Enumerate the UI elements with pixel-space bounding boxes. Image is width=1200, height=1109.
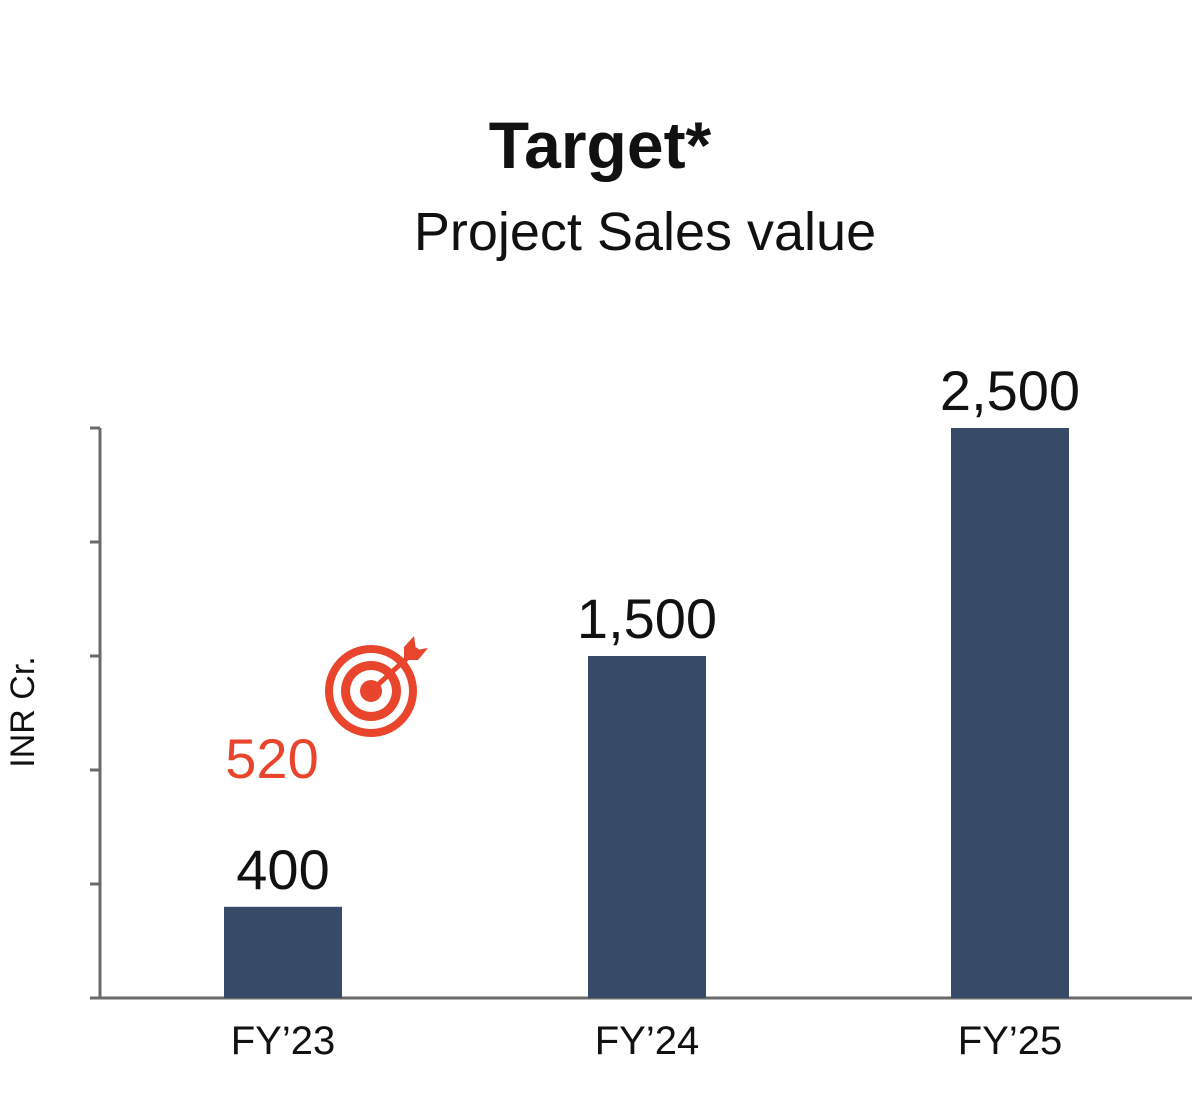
bar-0 [224, 906, 342, 998]
data-label-2: 2,500 [940, 359, 1080, 422]
y-axis-label: INR Cr. [4, 656, 42, 767]
x-tick-label-0: FY’23 [231, 1019, 336, 1063]
x-tick-label-2: FY’25 [958, 1019, 1063, 1063]
target-icon [325, 636, 428, 737]
annotation-value: 520 [225, 727, 318, 790]
x-tick-label-1: FY’24 [595, 1019, 700, 1063]
chart-title: Target* [488, 108, 712, 182]
data-label-1: 1,500 [577, 587, 717, 650]
data-label-0: 400 [236, 838, 329, 901]
chart-subtitle: Project Sales value [413, 202, 877, 262]
bar-2 [951, 428, 1069, 998]
bar-1 [588, 656, 706, 998]
